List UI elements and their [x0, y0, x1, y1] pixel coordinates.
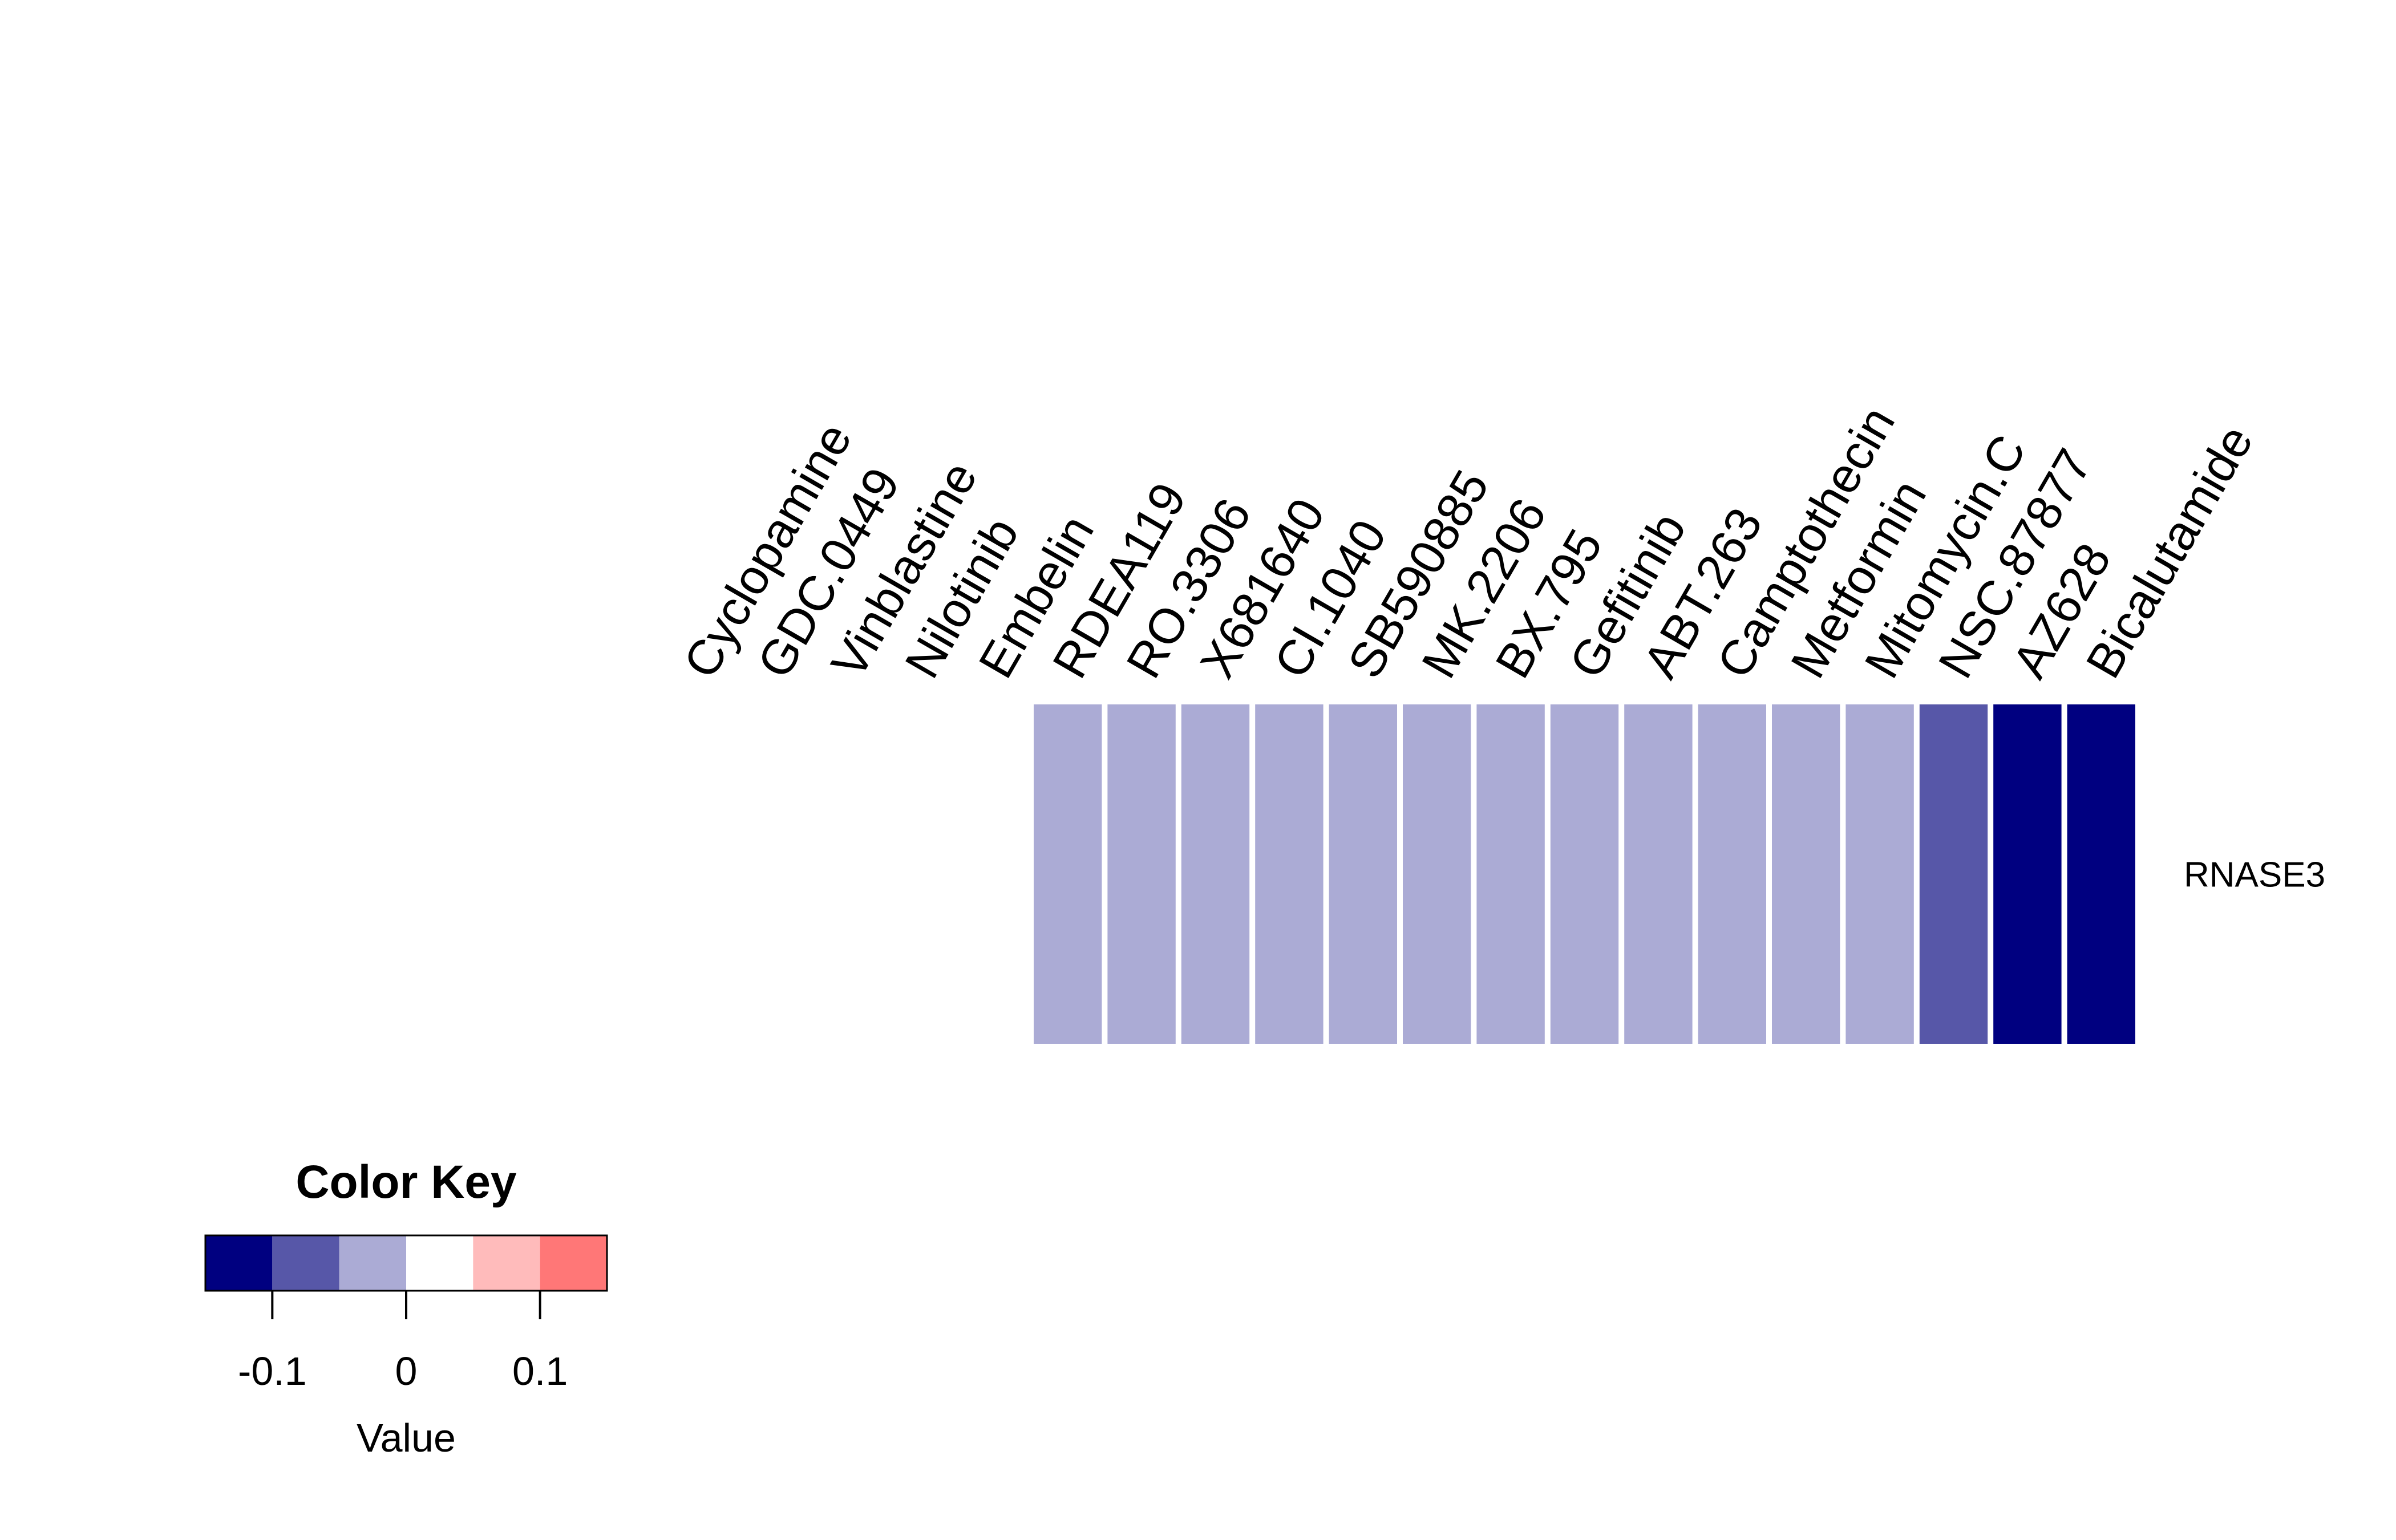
color-key-title: Color Key	[296, 1156, 517, 1208]
heatmap-cell	[1550, 704, 1619, 1044]
heatmap-cell	[1329, 704, 1397, 1044]
heatmap-cell	[960, 704, 1028, 1044]
color-key-ticks: -0.1 0 0.1	[238, 1291, 568, 1393]
heatmap-cell	[1845, 704, 1914, 1044]
color-key-tick-label: 0.1	[512, 1349, 568, 1393]
heatmap-cell	[1181, 704, 1250, 1044]
row-labels: RNASE3	[2184, 856, 2325, 895]
heatmap-cell	[2067, 704, 2135, 1044]
color-key-bin	[406, 1235, 473, 1291]
color-key: Color Key -0.1 0 0.1 Value	[204, 1156, 608, 1460]
heatmap-cell	[1476, 704, 1545, 1044]
heatmap-cell	[886, 704, 954, 1044]
heatmap-cells	[665, 704, 2135, 1044]
color-key-tick-label: -0.1	[238, 1349, 307, 1393]
column-labels: CyclopamineGDC.0449VinblastineNilotinibE…	[673, 398, 2264, 687]
heatmap-cell	[665, 704, 733, 1044]
color-key-xlabel: Value	[357, 1416, 456, 1460]
heatmap-cell	[738, 704, 807, 1044]
color-key-bins	[205, 1235, 607, 1291]
heatmap-cell	[1698, 704, 1766, 1044]
color-key-bin	[205, 1235, 273, 1291]
heatmap-cell	[1107, 704, 1176, 1044]
row-label: RNASE3	[2184, 856, 2325, 895]
heatmap-cell	[1993, 704, 2062, 1044]
color-key-bin	[339, 1235, 406, 1291]
color-key-tick-label: 0	[395, 1349, 418, 1393]
heatmap-cell	[1034, 704, 1102, 1044]
heatmap-cell	[812, 704, 881, 1044]
heatmap-cell	[1624, 704, 1693, 1044]
heatmap-cell	[1919, 704, 1988, 1044]
heatmap-cell	[1772, 704, 1840, 1044]
heatmap-cell	[1255, 704, 1324, 1044]
color-key-bin	[473, 1235, 540, 1291]
heatmap-cell	[1403, 704, 1471, 1044]
color-key-bin	[540, 1235, 607, 1291]
color-key-bin	[272, 1235, 339, 1291]
